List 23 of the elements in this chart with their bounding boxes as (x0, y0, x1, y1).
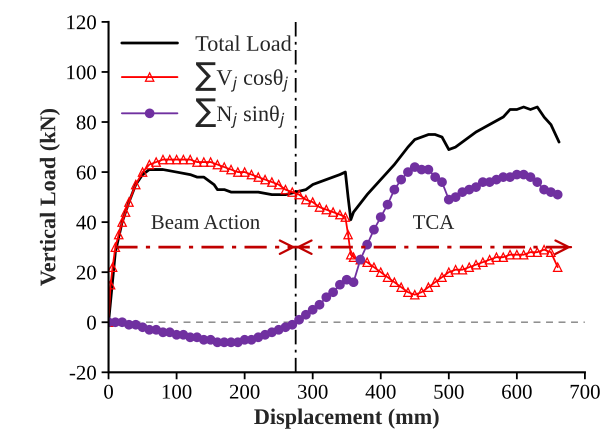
y-tick-label: 40 (76, 216, 96, 230)
annotation: Beam Action (151, 215, 260, 230)
y-tick-label: 80 (76, 115, 96, 130)
x-axis-title: Displacement (mm) (254, 408, 439, 429)
x-tick-label: 500 (434, 384, 464, 399)
x-tick-label: 200 (230, 384, 260, 399)
legend-label: Total Load (196, 35, 292, 52)
legend-label: ∑N$_{j}$ sinθ$_{j}$ (196, 98, 284, 128)
x-tick-label: 700 (570, 384, 600, 399)
x-tick-label: 100 (162, 384, 192, 399)
y-tick-label: 120 (67, 15, 96, 30)
x-tick-label: 0 (104, 384, 113, 399)
y-axis-title: Vertical Load (kN) (40, 108, 60, 286)
y-tick-label: -20 (70, 366, 96, 380)
x-tick-label: 400 (366, 384, 396, 399)
x-tick-label: 300 (298, 384, 328, 399)
y-tick-label: 20 (76, 266, 96, 280)
y-tick-label: 100 (67, 65, 96, 80)
annotation: TCA (413, 215, 454, 230)
x-tick-label: 600 (502, 384, 532, 399)
legend-label: ∑V$_{j}$ cosθ$_{j}$ (196, 62, 288, 92)
y-tick-label: 0 (87, 316, 96, 330)
y-tick-label: 60 (76, 165, 96, 180)
